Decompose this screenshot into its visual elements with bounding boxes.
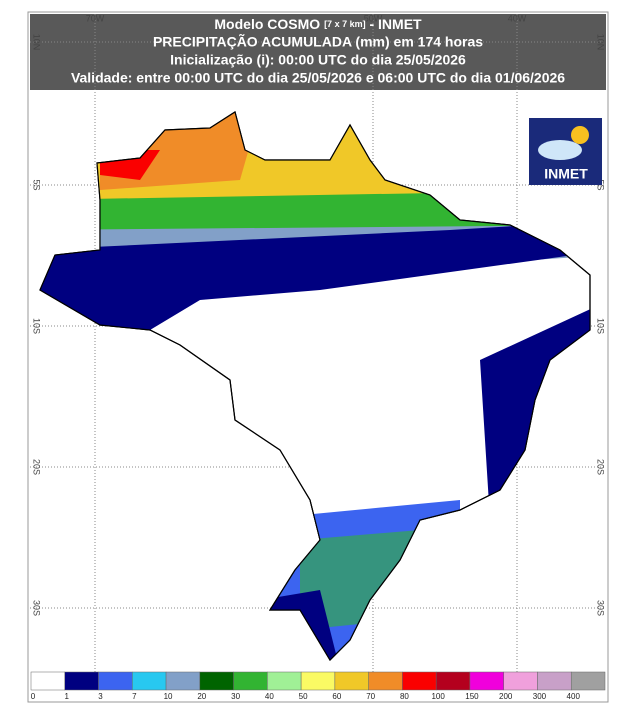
colorbar-swatch xyxy=(30,671,66,691)
colorbar-label: 60 xyxy=(332,692,341,701)
colorbar-label: 40 xyxy=(265,692,274,701)
logo-cloud xyxy=(538,140,582,160)
logo-text: INMET xyxy=(544,166,588,182)
title-band xyxy=(30,14,606,90)
lat-label-left: 20S xyxy=(32,459,42,475)
colorbar-swatch xyxy=(98,671,133,691)
colorbar-label: 1 xyxy=(65,692,70,701)
colorbar-label: 10 xyxy=(164,692,173,701)
logo-sun xyxy=(571,126,589,144)
lat-label-left: 30S xyxy=(32,600,42,616)
lon-label: 40W xyxy=(508,13,527,23)
title-line-2: PRECIPITAÇÃO ACUMULADA (mm) em 174 horas xyxy=(153,33,483,50)
source: - INMET xyxy=(369,16,422,32)
model: Modelo COSMO xyxy=(214,16,320,32)
colorbar-swatch xyxy=(469,671,504,691)
colorbar-swatch xyxy=(199,671,234,691)
colorbar-swatch xyxy=(503,671,538,691)
title-line-4: Validade: entre 00:00 UTC do dia 25/05/2… xyxy=(71,70,565,86)
colorbar-label: 3 xyxy=(98,692,103,701)
colorbar-label: 20 xyxy=(197,692,206,701)
lat-label-right: 30S xyxy=(596,600,606,616)
colorbar-swatch xyxy=(233,671,268,691)
lat-label-right: 10N xyxy=(596,34,606,51)
lat-label-left: 10N xyxy=(32,34,42,51)
lat-label-right: 10S xyxy=(596,318,606,334)
colorbar-swatch xyxy=(267,671,302,691)
lat-label-left: 5S xyxy=(32,179,42,190)
colorbar-swatch xyxy=(537,671,572,691)
colorbar-swatch xyxy=(402,671,437,691)
colorbar-label: 30 xyxy=(231,692,240,701)
title-line-3: Inicialização (i): 00:00 UTC do dia 25/0… xyxy=(170,52,466,68)
colorbar-label: 400 xyxy=(567,692,581,701)
colorbar-swatch xyxy=(64,671,99,691)
colorbar-swatch xyxy=(300,671,336,691)
colorbar-swatch xyxy=(435,671,471,691)
colorbar-swatch xyxy=(570,671,606,691)
colorbar: 0 1 3 7 10 20 30 40 50 60 70 80 100 150 200 300 400 xyxy=(30,671,606,701)
colorbar-label: 80 xyxy=(400,692,409,701)
colorbar-label: 300 xyxy=(533,692,547,701)
resolution: [7 x 7 km] xyxy=(324,19,366,29)
colorbar-label: 150 xyxy=(465,692,479,701)
colorbar-swatch xyxy=(334,671,369,691)
lat-label-right: 20S xyxy=(596,459,606,475)
colorbar-swatch xyxy=(368,671,403,691)
colorbar-label: 7 xyxy=(132,692,137,701)
colorbar-label: 100 xyxy=(431,692,445,701)
colorbar-label: 70 xyxy=(366,692,375,701)
title-line-1: Modelo COSMO [7 x 7 km] - INMET xyxy=(214,16,422,32)
colorbar-label: 50 xyxy=(299,692,308,701)
lat-label-left: 10S xyxy=(32,318,42,334)
colorbar-swatch xyxy=(132,671,167,691)
lon-label: 70W xyxy=(86,13,105,23)
lon-label: 50W xyxy=(364,13,383,23)
colorbar-swatch xyxy=(165,671,201,691)
colorbar-label: 0 xyxy=(31,692,36,701)
colorbar-label: 200 xyxy=(499,692,513,701)
